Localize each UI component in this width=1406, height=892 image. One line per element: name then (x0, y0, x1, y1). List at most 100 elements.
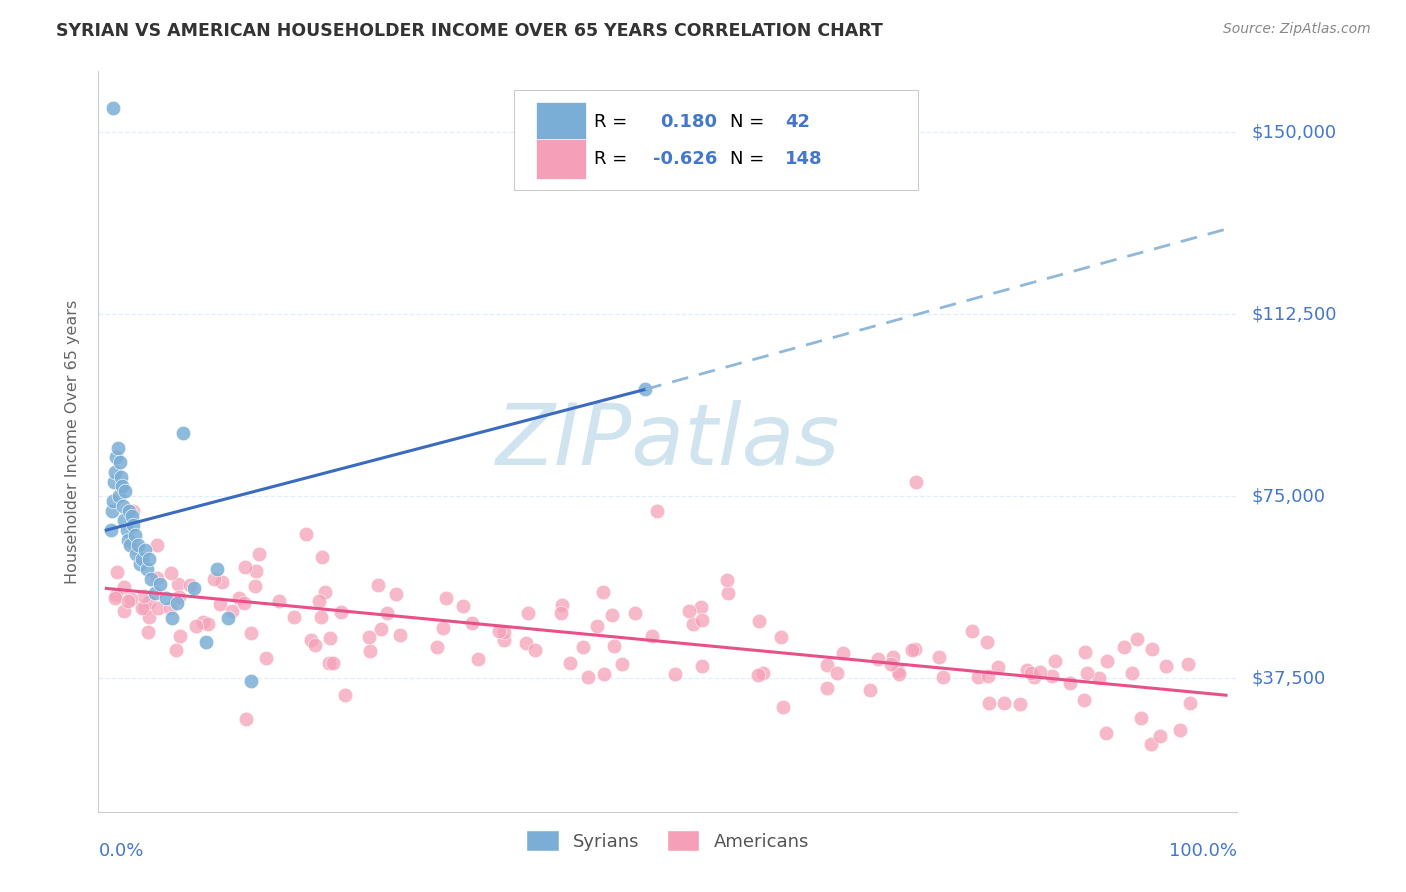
Point (115, 523, 138, 537)
Point (319, 631, 342, 645)
Point (138, 552, 160, 566)
Point (304, 638, 326, 652)
Point (333, 688, 356, 702)
Point (112, 499, 135, 513)
Point (254, 650, 277, 665)
Point (104, 588, 127, 602)
Point (1059, 676, 1081, 690)
Text: 148: 148 (785, 150, 823, 168)
Point (112, 580, 135, 594)
Point (359, 644, 381, 658)
Text: R =: R = (593, 112, 627, 131)
Point (112, 513, 135, 527)
Point (107, 441, 129, 455)
Point (576, 670, 599, 684)
Point (134, 542, 156, 557)
Point (1130, 711, 1153, 725)
Point (103, 475, 125, 489)
Point (815, 658, 838, 673)
Point (1168, 723, 1191, 737)
Point (904, 475, 927, 489)
Point (131, 600, 153, 615)
Point (314, 584, 336, 599)
Text: SYRIAN VS AMERICAN HOUSEHOLDER INCOME OVER 65 YEARS CORRELATION CHART: SYRIAN VS AMERICAN HOUSEHOLDER INCOME OV… (56, 22, 883, 40)
Point (239, 626, 262, 640)
Point (1073, 692, 1095, 706)
Text: $112,500: $112,500 (1251, 305, 1337, 323)
Point (1142, 641, 1164, 656)
Point (134, 601, 156, 615)
Point (516, 606, 538, 620)
Point (769, 631, 792, 645)
Point (217, 610, 239, 624)
Point (592, 585, 614, 599)
Point (1154, 659, 1177, 673)
Text: 0.0%: 0.0% (98, 842, 143, 860)
Point (1074, 645, 1097, 659)
Point (494, 633, 516, 648)
Point (329, 605, 352, 619)
FancyBboxPatch shape (515, 90, 918, 190)
Point (122, 504, 145, 518)
Point (624, 606, 647, 620)
Point (827, 665, 849, 680)
Point (235, 713, 257, 727)
Point (859, 683, 882, 698)
Point (359, 630, 381, 644)
Point (124, 548, 146, 562)
Point (645, 504, 668, 518)
Point (145, 571, 167, 585)
Point (962, 624, 984, 639)
Point (131, 552, 153, 566)
Point (682, 617, 704, 632)
Point (179, 578, 201, 592)
Point (228, 591, 250, 606)
Text: R =: R = (593, 150, 627, 168)
Point (868, 652, 890, 666)
Point (1022, 669, 1045, 683)
Point (558, 657, 581, 671)
Point (882, 650, 904, 665)
Point (815, 681, 838, 695)
Point (124, 541, 146, 555)
Text: 100.0%: 100.0% (1170, 842, 1237, 860)
Point (1076, 666, 1098, 681)
Point (641, 628, 664, 642)
Point (748, 614, 770, 628)
Point (101, 494, 124, 508)
Point (283, 610, 305, 624)
Point (879, 657, 901, 672)
Point (121, 508, 143, 523)
Point (367, 578, 389, 592)
Point (1121, 665, 1143, 680)
Point (127, 538, 149, 552)
Point (690, 614, 713, 628)
Point (100, 523, 122, 537)
Point (461, 616, 484, 631)
Point (117, 533, 139, 547)
Point (1015, 664, 1038, 678)
Point (101, 101, 124, 115)
Point (118, 504, 141, 518)
Text: N =: N = (731, 150, 765, 168)
FancyBboxPatch shape (536, 139, 586, 178)
Point (108, 455, 131, 469)
Point (146, 600, 169, 615)
Text: N =: N = (731, 112, 765, 131)
Text: $150,000: $150,000 (1251, 123, 1336, 141)
Point (716, 574, 738, 588)
Point (467, 652, 489, 666)
Point (977, 669, 1000, 683)
Point (752, 666, 775, 681)
Point (524, 643, 547, 657)
Point (183, 582, 205, 596)
Point (634, 382, 657, 396)
Point (245, 565, 267, 579)
Point (105, 565, 128, 579)
Point (1180, 696, 1202, 710)
Point (160, 610, 183, 624)
Point (295, 526, 318, 541)
Point (976, 635, 998, 649)
Point (832, 646, 855, 660)
Point (107, 489, 129, 503)
